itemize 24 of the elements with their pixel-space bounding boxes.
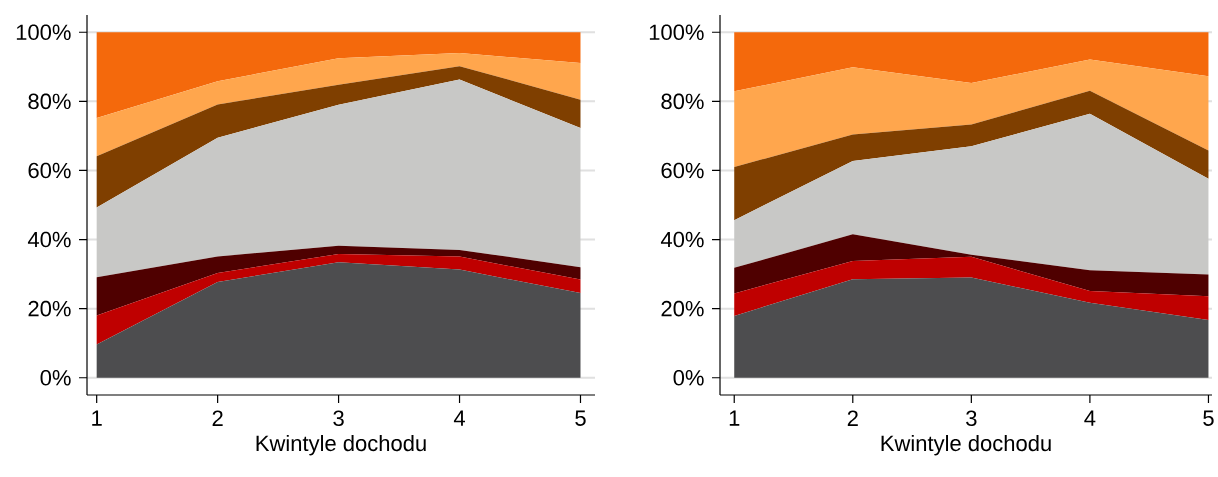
x-tick-label: 1 <box>92 410 102 426</box>
x-axis-title: Kwintyle dochodu <box>256 434 426 456</box>
x-tick-label: 2 <box>212 410 223 426</box>
y-tick-label: 40% <box>27 231 71 248</box>
x-tick-label: 1 <box>729 410 740 426</box>
y-tick-label: 20% <box>28 300 71 317</box>
y-tick-label: 20% <box>661 300 704 317</box>
y-tick-label: 100% <box>649 24 704 41</box>
x-tick-label: 5 <box>1203 410 1214 426</box>
y-tick-label: 60% <box>661 162 704 179</box>
y-tick-label: 60% <box>28 162 71 179</box>
x-tick-label: 3 <box>333 410 344 427</box>
x-tick-label: 3 <box>966 410 977 427</box>
x-axis-title: Kwintyle dochodu <box>881 434 1051 456</box>
y-tick-label: 40% <box>660 231 704 248</box>
x-tick-label: 4 <box>453 410 466 426</box>
y-tick-label: 80% <box>661 93 704 110</box>
y-tick-label: 100% <box>16 24 71 41</box>
y-tick-label: 0% <box>40 369 71 386</box>
x-tick-label: 2 <box>847 410 858 426</box>
y-tick-label: 0% <box>673 369 704 386</box>
y-tick-label: 80% <box>28 93 71 110</box>
x-tick-label: 4 <box>1084 410 1096 426</box>
x-tick-label: 5 <box>575 410 586 426</box>
